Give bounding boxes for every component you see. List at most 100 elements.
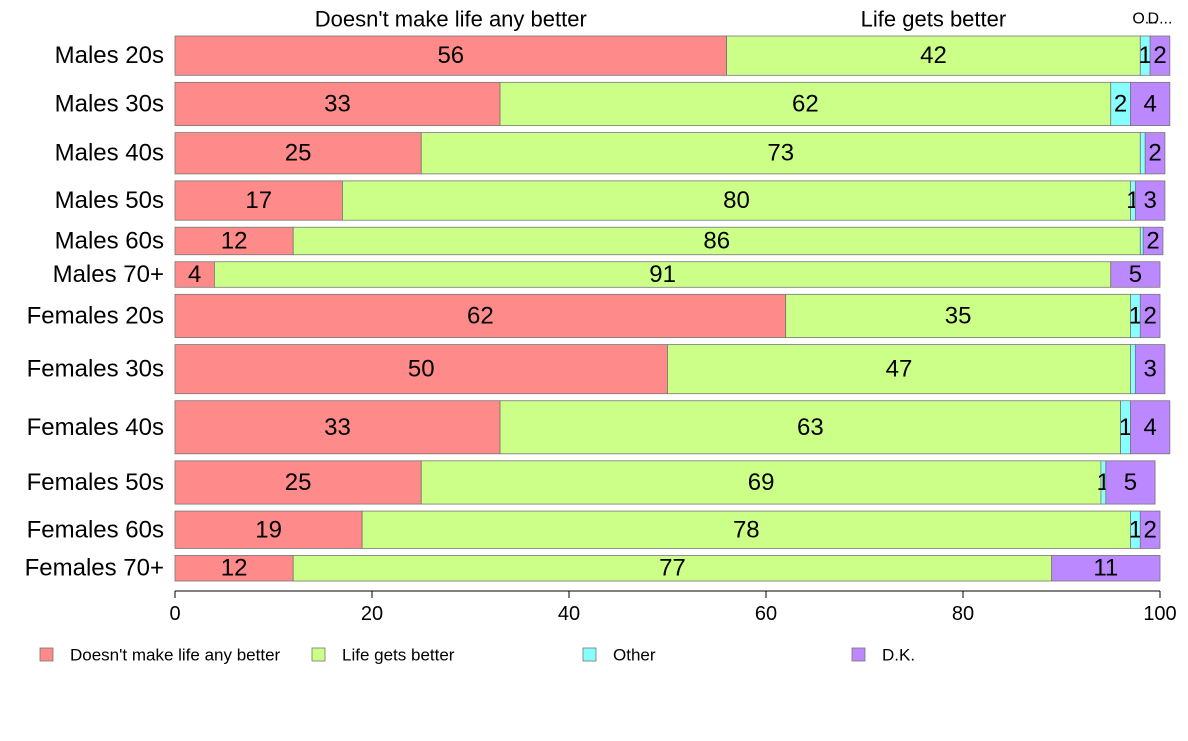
data-label: 80 xyxy=(723,187,750,214)
x-tick-label: 40 xyxy=(558,603,580,625)
category-label: Females 60s xyxy=(27,516,164,543)
data-label: 5 xyxy=(1129,261,1142,288)
series-top-label: D... xyxy=(1148,11,1173,28)
bar-segment xyxy=(174,81,501,126)
legend-label: Doesn't make life any better xyxy=(70,646,281,665)
data-label: 62 xyxy=(467,302,494,329)
data-label: 73 xyxy=(767,140,794,167)
data-label: 1 xyxy=(1119,414,1132,441)
bar-segment xyxy=(1105,460,1156,505)
bar-segment xyxy=(292,226,1141,256)
bar-segment xyxy=(1110,261,1161,288)
data-label: 5 xyxy=(1124,469,1137,496)
data-label: 25 xyxy=(285,140,312,167)
category-label: Females 30s xyxy=(27,356,164,383)
bar-segment xyxy=(667,344,1131,395)
bar-segment xyxy=(361,510,1131,549)
bar-segment xyxy=(1130,81,1171,126)
data-label: 47 xyxy=(886,356,913,383)
bar-segment xyxy=(174,344,668,395)
category-label: Males 60s xyxy=(55,227,164,254)
legend-label: D.K. xyxy=(882,646,915,665)
data-label: 77 xyxy=(659,555,686,582)
bar-segment xyxy=(174,35,727,76)
data-label: 56 xyxy=(437,42,464,69)
data-label: 2 xyxy=(1148,140,1161,167)
data-label: 2 xyxy=(1146,227,1159,254)
data-label: 62 xyxy=(792,90,819,117)
category-label: Males 30s xyxy=(55,90,164,117)
x-tick-label: 0 xyxy=(169,603,180,625)
data-label: 69 xyxy=(748,469,775,496)
legend-label: Other xyxy=(613,646,656,665)
bar-segment xyxy=(1130,344,1136,395)
legend-label: Life gets better xyxy=(342,646,455,665)
data-label: 4 xyxy=(188,261,201,288)
data-label: 3 xyxy=(1143,187,1156,214)
bar-segment xyxy=(1142,226,1164,256)
x-tick-label: 60 xyxy=(755,603,777,625)
x-tick-label: 80 xyxy=(952,603,974,625)
category-label: Females 20s xyxy=(27,302,164,329)
x-tick-label: 100 xyxy=(1143,603,1176,625)
bar-segment xyxy=(1134,344,1166,395)
category-label: Females 50s xyxy=(27,469,164,496)
data-label: 4 xyxy=(1143,414,1156,441)
data-label: 50 xyxy=(408,356,435,383)
bar-segment xyxy=(1144,132,1166,175)
category-label: Females 70+ xyxy=(25,555,164,582)
series-top-label: Doesn't make life any better xyxy=(315,7,587,32)
data-label: 25 xyxy=(285,469,312,496)
bar-segment xyxy=(785,293,1131,338)
data-label: 1 xyxy=(1129,302,1142,329)
bar-segment xyxy=(1139,293,1161,338)
data-label: 12 xyxy=(221,227,248,254)
legend-swatch xyxy=(851,647,866,662)
bar-segment xyxy=(174,132,422,175)
bar-segment xyxy=(726,35,1141,76)
legend-swatch xyxy=(582,647,597,662)
data-label: 2 xyxy=(1153,42,1166,69)
x-tick-label: 20 xyxy=(361,603,383,625)
data-label: 86 xyxy=(703,227,730,254)
legend-swatch xyxy=(39,647,54,662)
bar-segment xyxy=(1134,180,1166,221)
data-label: 91 xyxy=(649,261,676,288)
data-label: 19 xyxy=(255,516,282,543)
data-label: 35 xyxy=(945,302,972,329)
data-label: 1 xyxy=(1129,516,1142,543)
bar-segment xyxy=(174,261,215,288)
data-label: 33 xyxy=(324,414,351,441)
data-label: 11 xyxy=(1093,555,1118,582)
bar-segment xyxy=(292,555,1053,582)
data-label: 2 xyxy=(1143,516,1156,543)
bar-segment xyxy=(1139,132,1146,175)
bar-segment xyxy=(174,400,501,455)
category-label: Males 50s xyxy=(55,187,164,214)
data-label: 42 xyxy=(920,42,947,69)
bar-segment xyxy=(174,226,294,256)
bar-segment xyxy=(213,261,1112,288)
bar-segment xyxy=(174,555,294,582)
data-label: 2 xyxy=(1143,302,1156,329)
data-label: 12 xyxy=(221,555,248,582)
series-top-label: Life gets better xyxy=(861,7,1007,32)
bar-segment xyxy=(174,180,343,221)
data-label: 33 xyxy=(324,90,351,117)
category-label: Males 20s xyxy=(55,42,164,69)
data-label: 17 xyxy=(245,187,272,214)
series-top-label: O... xyxy=(1132,11,1158,28)
bar-segment xyxy=(1139,510,1161,549)
data-label: 63 xyxy=(797,414,824,441)
category-label: Males 70+ xyxy=(53,261,164,288)
category-label: Females 40s xyxy=(27,414,164,441)
data-label: 1 xyxy=(1139,42,1152,69)
data-label: 2 xyxy=(1114,90,1127,117)
bar-segment xyxy=(1051,555,1161,582)
bar-segment xyxy=(174,293,787,338)
data-label: 78 xyxy=(733,516,760,543)
bar-segment xyxy=(420,460,1102,505)
legend-swatch xyxy=(311,647,326,662)
